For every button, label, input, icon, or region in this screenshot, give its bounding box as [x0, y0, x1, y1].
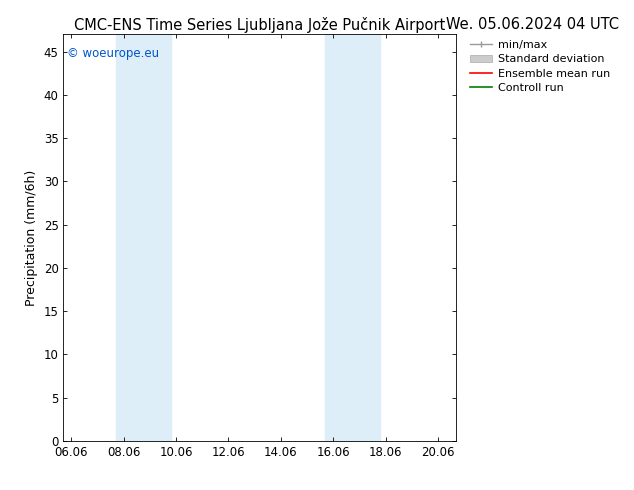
Bar — [116, 34, 171, 441]
Bar — [325, 34, 380, 441]
Legend: min/max, Standard deviation, Ensemble mean run, Controll run: min/max, Standard deviation, Ensemble me… — [470, 40, 610, 93]
Y-axis label: Precipitation (mm/6h): Precipitation (mm/6h) — [25, 170, 38, 306]
Text: © woeurope.eu: © woeurope.eu — [67, 47, 160, 59]
Text: CMC-ENS Time Series Ljubljana Jože Pučnik Airport: CMC-ENS Time Series Ljubljana Jože Pučni… — [74, 17, 446, 33]
Text: We. 05.06.2024 04 UTC: We. 05.06.2024 04 UTC — [446, 17, 619, 32]
